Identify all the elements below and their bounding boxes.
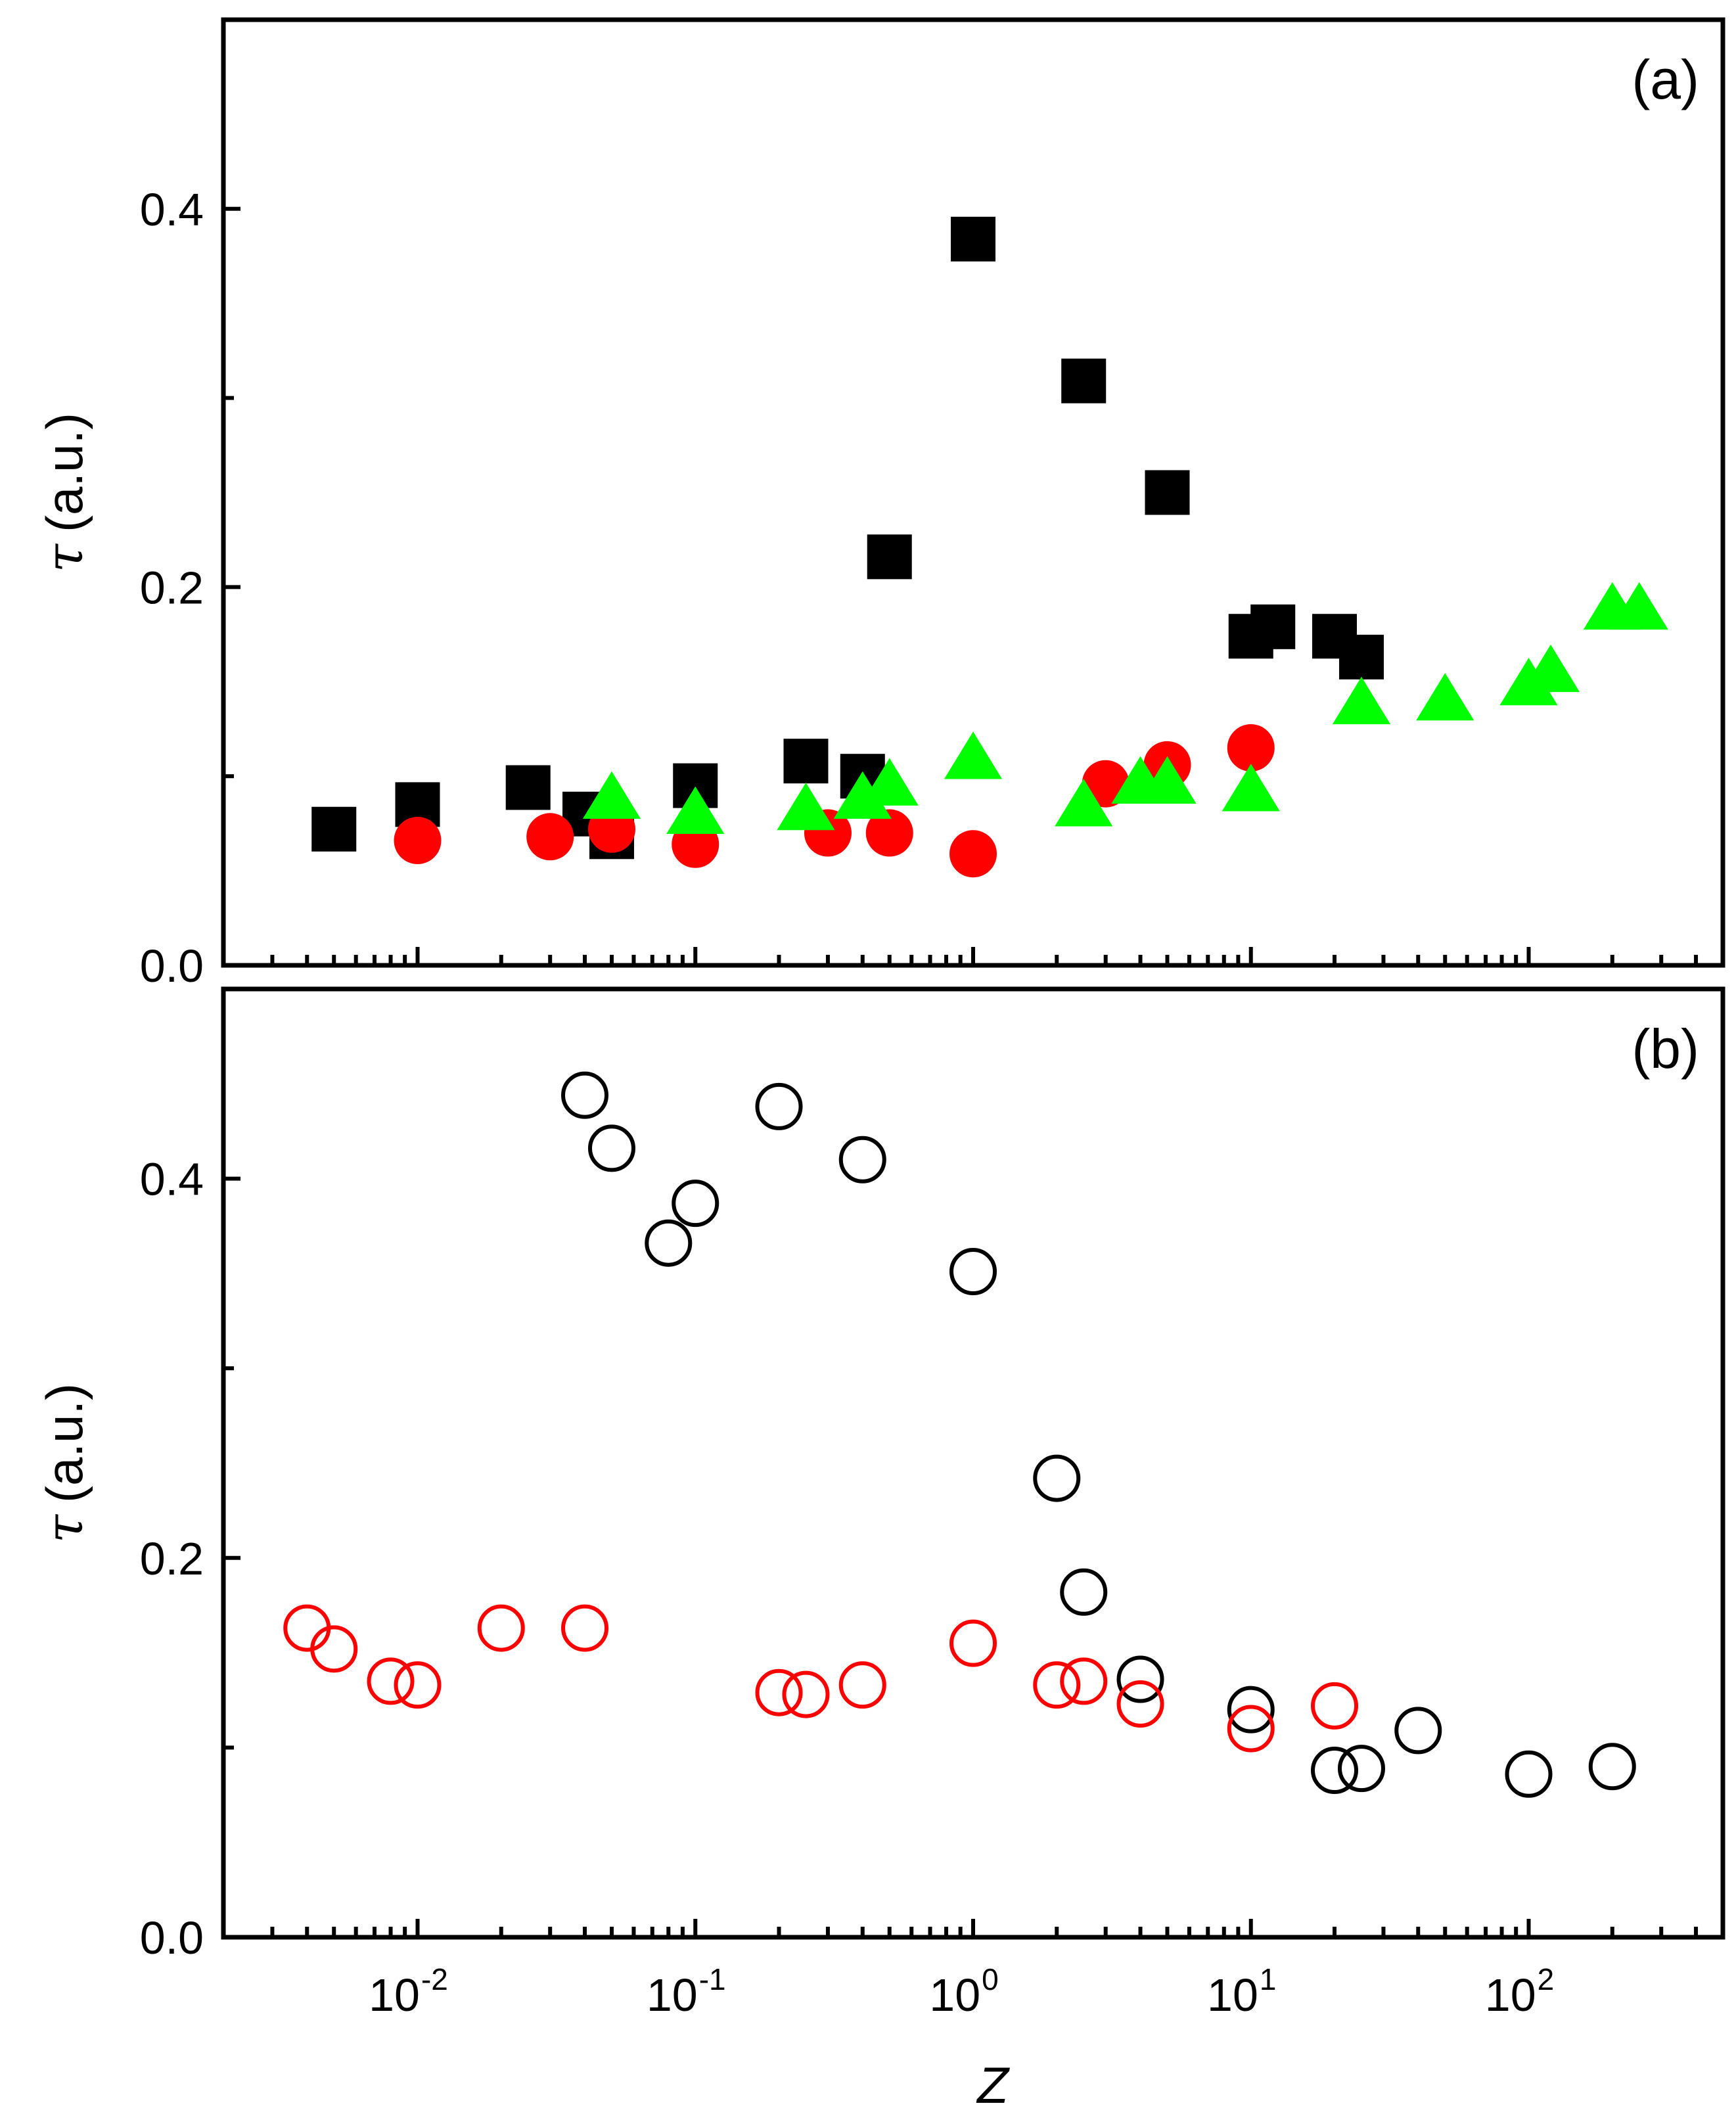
x-tick-label: 100: [929, 1962, 998, 2021]
filled-square-point: [951, 216, 995, 262]
filled-square-point: [783, 739, 829, 784]
panel-b-y-axis-symbol: τ: [35, 1513, 95, 1543]
panel-b-y-ticks: 0.0 0.2 0.4: [140, 987, 240, 1964]
panel-a-label: (a): [1632, 49, 1699, 110]
x-tick-label: 10-2: [369, 1962, 448, 2021]
filled-square-point: [1145, 470, 1190, 515]
x-axis-title: Z: [976, 2056, 1010, 2114]
panel-a-y-ticks: 0.0 0.2 0.4: [140, 18, 240, 992]
open-circle-point: [1505, 1750, 1553, 1798]
filled-triangle-point: [860, 758, 919, 806]
open-circle-point: [838, 1136, 886, 1183]
open-circle-point: [949, 1248, 997, 1296]
open-circle-point: [1394, 1707, 1442, 1755]
filled-triangle-point: [1610, 582, 1668, 630]
panel-a-frame: [221, 17, 1725, 968]
filled-square-point: [1061, 358, 1107, 403]
filled-square-point: [1250, 604, 1296, 649]
filled-circle-point: [865, 809, 913, 857]
open-circle-point: [1588, 1743, 1636, 1791]
filled-triangle-point: [666, 786, 725, 834]
open-circle-point: [1033, 1454, 1081, 1502]
panel-a-y-axis-symbol: τ: [35, 543, 95, 572]
panel-b-frame: [221, 986, 1725, 1940]
open-circle-point: [587, 1124, 635, 1172]
filled-triangle-point: [1416, 673, 1474, 721]
filled-circle-point: [949, 830, 997, 878]
open-circle-point: [1116, 1680, 1164, 1728]
y-tick-label: 0.0: [140, 1912, 204, 1964]
filled-circle-point: [394, 817, 442, 865]
open-circle-point: [755, 1668, 803, 1716]
filled-circle-point: [1227, 724, 1275, 772]
open-circle-point: [1227, 1705, 1275, 1753]
panel-b-label: (b): [1632, 1018, 1699, 1080]
panel-a-y-axis-unit: (a.u.): [35, 413, 93, 532]
open-circle-point: [561, 1604, 609, 1652]
x-tick-label: 10-1: [647, 1962, 726, 2021]
open-circle-point: [283, 1604, 331, 1652]
filled-circle-point: [526, 813, 574, 861]
panel-a-y-axis-title: τ (a.u.): [35, 413, 95, 572]
x-tick-label: 101: [1207, 1962, 1276, 2021]
panel-b-x-ticks: 10-2 10-1 100 101 102: [221, 1919, 1725, 2021]
y-tick-label: 0.4: [140, 184, 204, 235]
panel-a-data-series: [311, 216, 1668, 878]
panel-b-data-series: [283, 1071, 1636, 1798]
filled-triangle-point: [777, 783, 835, 831]
filled-triangle-point: [1222, 764, 1280, 812]
open-circle-point: [755, 1082, 803, 1130]
filled-triangle-point: [1055, 779, 1113, 827]
filled-square-point: [505, 765, 551, 810]
open-circle-point: [672, 1180, 720, 1228]
filled-triangle-point: [944, 731, 1003, 779]
open-circle-point: [949, 1619, 997, 1667]
open-circle-point: [1311, 1682, 1359, 1730]
filled-triangle-point: [1521, 644, 1580, 693]
panel-b: 0.00.20.4 10-2 10-1 100 101 102 (b) τ(a.u.) …: [35, 986, 1725, 2114]
open-circle-point: [1060, 1657, 1108, 1705]
y-tick-label: 0.4: [140, 1154, 204, 1205]
filled-triangle-point: [582, 771, 641, 819]
y-tick-label: 0.2: [140, 562, 204, 613]
open-circle-point: [1227, 1686, 1275, 1734]
open-circle-point: [1060, 1568, 1108, 1616]
filled-square-point: [311, 806, 357, 852]
y-tick-label: 0.2: [140, 1533, 204, 1584]
open-circle-point: [394, 1661, 442, 1709]
filled-triangle-point: [833, 771, 892, 819]
filled-square-point: [1338, 634, 1384, 679]
filled-square-point: [867, 534, 912, 580]
open-circle-point: [561, 1071, 609, 1119]
open-circle-point: [367, 1657, 415, 1705]
open-circle-point: [1337, 1745, 1385, 1793]
open-circle-point: [310, 1625, 358, 1673]
panel-a-x-ticks: [221, 947, 1725, 965]
filled-triangle-point: [1332, 676, 1391, 725]
y-tick-label: 0.0: [140, 940, 204, 992]
open-circle-point: [838, 1661, 886, 1709]
open-circle-point: [1116, 1655, 1164, 1703]
open-circle-point: [782, 1670, 830, 1718]
open-circle-point: [1033, 1661, 1081, 1709]
open-circle-point: [1311, 1747, 1359, 1795]
filled-triangle-point: [1138, 756, 1197, 804]
panel-a: 0.0 0.2 0.4 (a) τ (a.u.): [35, 17, 1725, 992]
x-tick-label: 102: [1485, 1962, 1554, 2021]
open-circle-point: [645, 1219, 693, 1267]
open-circle-point: [477, 1604, 525, 1652]
panel-b-y-axis-title: τ (a.u.): [35, 1383, 95, 1543]
panel-b-y-axis-unit: (a.u.): [35, 1383, 93, 1503]
